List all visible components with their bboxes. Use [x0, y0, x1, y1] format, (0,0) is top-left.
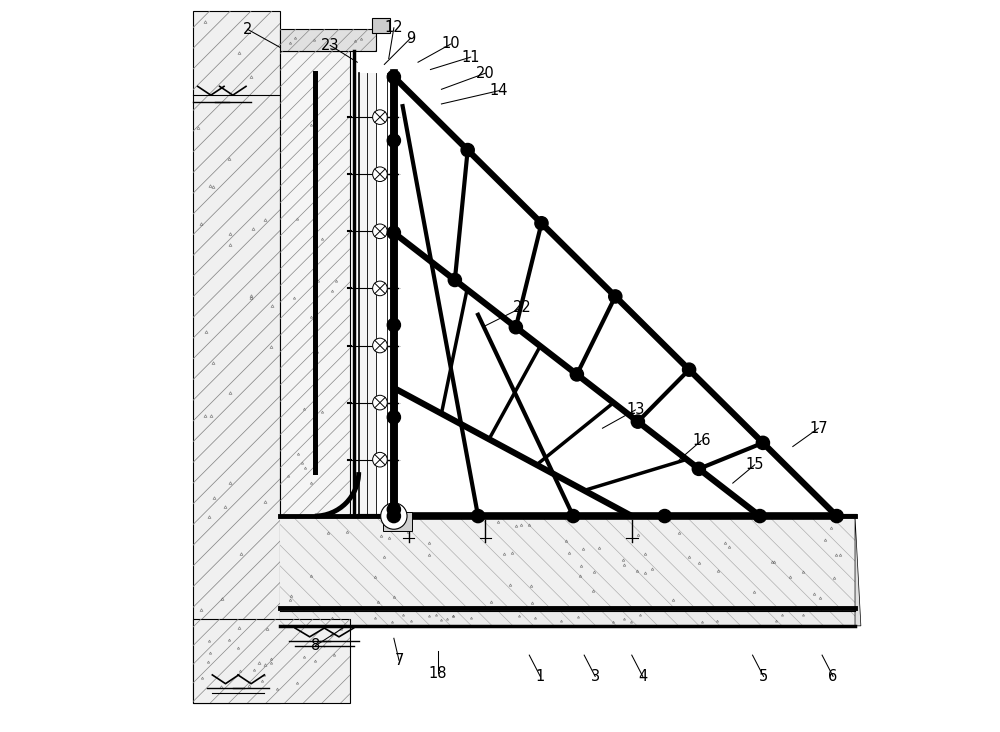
Circle shape	[471, 509, 485, 523]
Circle shape	[381, 503, 407, 529]
Text: 6: 6	[828, 669, 838, 684]
Text: 13: 13	[626, 403, 645, 417]
Circle shape	[387, 134, 400, 147]
Circle shape	[692, 463, 705, 476]
Text: 16: 16	[692, 433, 711, 448]
Polygon shape	[193, 619, 350, 703]
Circle shape	[387, 411, 400, 424]
Circle shape	[683, 363, 696, 376]
Bar	[383, 512, 412, 531]
Circle shape	[373, 167, 387, 182]
Text: 14: 14	[489, 83, 508, 98]
Polygon shape	[280, 516, 855, 611]
Circle shape	[461, 143, 474, 157]
Text: 7: 7	[394, 653, 404, 668]
Bar	[372, 18, 390, 33]
Polygon shape	[359, 73, 376, 516]
Text: 15: 15	[745, 458, 764, 472]
Text: 11: 11	[461, 50, 480, 64]
Text: 2: 2	[243, 22, 252, 37]
Circle shape	[387, 503, 400, 516]
Circle shape	[387, 226, 400, 239]
Text: 3: 3	[591, 669, 600, 684]
Circle shape	[373, 338, 387, 353]
Text: 4: 4	[638, 669, 647, 684]
Circle shape	[448, 273, 461, 286]
Circle shape	[570, 367, 583, 381]
Circle shape	[509, 321, 522, 334]
Text: 9: 9	[406, 31, 415, 45]
Polygon shape	[855, 516, 861, 626]
Text: 1: 1	[536, 669, 545, 684]
Text: 5: 5	[759, 669, 768, 684]
Polygon shape	[280, 51, 350, 516]
Circle shape	[373, 110, 387, 124]
Text: 23: 23	[321, 38, 339, 53]
Text: 8: 8	[311, 638, 320, 653]
Circle shape	[373, 224, 387, 239]
Circle shape	[387, 318, 400, 332]
Circle shape	[609, 290, 622, 303]
Text: 10: 10	[442, 37, 460, 51]
Circle shape	[830, 509, 843, 523]
Circle shape	[535, 217, 548, 230]
Text: 20: 20	[476, 66, 495, 81]
Circle shape	[373, 452, 387, 467]
Polygon shape	[280, 611, 855, 626]
Text: 18: 18	[429, 666, 447, 681]
Text: 17: 17	[809, 421, 828, 436]
Circle shape	[753, 509, 766, 523]
Text: 22: 22	[513, 300, 531, 315]
Circle shape	[658, 509, 671, 523]
Circle shape	[373, 281, 387, 296]
Circle shape	[387, 509, 400, 523]
Circle shape	[567, 509, 580, 523]
Text: 12: 12	[385, 20, 403, 35]
Circle shape	[373, 395, 387, 410]
Circle shape	[387, 70, 400, 83]
Polygon shape	[280, 29, 376, 51]
Polygon shape	[193, 11, 280, 703]
Circle shape	[631, 415, 644, 428]
Circle shape	[756, 436, 769, 449]
